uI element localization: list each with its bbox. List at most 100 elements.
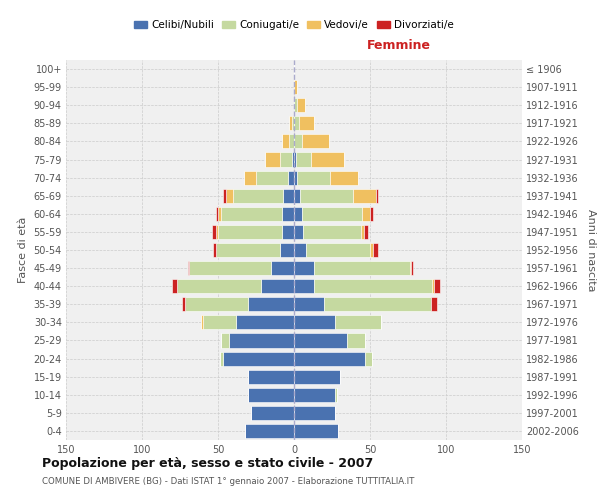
Bar (282, 134, 289, 148)
Bar (182, 297, 185, 312)
Bar (294, 297, 325, 312)
Bar (299, 116, 314, 130)
Bar (376, 188, 377, 203)
Bar (289, 116, 292, 130)
Bar (212, 225, 217, 239)
Bar (233, 188, 283, 203)
Bar (282, 225, 294, 239)
Bar (294, 207, 302, 221)
Bar (248, 388, 294, 402)
Bar (431, 297, 437, 312)
Bar (203, 316, 236, 330)
Bar (229, 334, 294, 347)
Bar (172, 279, 177, 293)
Bar (223, 188, 226, 203)
Bar (189, 261, 271, 275)
Bar (221, 207, 282, 221)
Bar (361, 225, 364, 239)
Bar (201, 316, 203, 330)
Bar (294, 134, 302, 148)
Bar (220, 352, 223, 366)
Bar (331, 170, 358, 184)
Bar (311, 152, 344, 166)
Text: COMUNE DI AMBIVERE (BG) - Dati ISTAT 1° gennaio 2007 - Elaborazione TUTTITALIA.I: COMUNE DI AMBIVERE (BG) - Dati ISTAT 1° … (42, 478, 415, 486)
Bar (218, 225, 282, 239)
Bar (217, 207, 218, 221)
Bar (373, 243, 377, 257)
Bar (296, 152, 311, 166)
Bar (280, 152, 292, 166)
Bar (226, 188, 233, 203)
Bar (188, 261, 189, 275)
Bar (364, 225, 368, 239)
Bar (248, 297, 294, 312)
Bar (271, 261, 294, 275)
Bar (244, 170, 256, 184)
Bar (434, 279, 440, 293)
Bar (314, 279, 433, 293)
Bar (223, 352, 294, 366)
Bar (260, 279, 294, 293)
Bar (294, 98, 297, 112)
Bar (294, 370, 340, 384)
Bar (218, 207, 221, 221)
Bar (265, 152, 280, 166)
Bar (302, 207, 362, 221)
Bar (214, 243, 217, 257)
Bar (297, 170, 331, 184)
Bar (347, 334, 365, 347)
Bar (248, 370, 294, 384)
Bar (294, 80, 297, 94)
Bar (297, 98, 305, 112)
Bar (177, 279, 260, 293)
Bar (294, 406, 335, 420)
Y-axis label: Fasce di età: Fasce di età (18, 217, 28, 283)
Legend: Celibi/Nubili, Coniugati/e, Vedovi/e, Divorziati/e: Celibi/Nubili, Coniugati/e, Vedovi/e, Di… (130, 16, 458, 34)
Bar (289, 134, 294, 148)
Bar (306, 243, 370, 257)
Bar (294, 279, 314, 293)
Bar (294, 261, 314, 275)
Bar (314, 261, 410, 275)
Bar (433, 279, 434, 293)
Bar (365, 352, 371, 366)
Bar (294, 424, 338, 438)
Bar (411, 261, 413, 275)
Bar (294, 225, 303, 239)
Bar (288, 170, 294, 184)
Bar (303, 225, 361, 239)
Bar (245, 424, 294, 438)
Bar (410, 261, 411, 275)
Bar (300, 188, 353, 203)
Bar (294, 152, 296, 166)
Text: Popolazione per età, sesso e stato civile - 2007: Popolazione per età, sesso e stato civil… (42, 458, 373, 470)
Bar (353, 188, 376, 203)
Bar (251, 406, 294, 420)
Bar (294, 243, 306, 257)
Bar (292, 152, 294, 166)
Bar (294, 188, 300, 203)
Bar (335, 316, 380, 330)
Bar (217, 243, 280, 257)
Bar (294, 116, 299, 130)
Bar (302, 134, 329, 148)
Bar (294, 316, 335, 330)
Y-axis label: Anni di nascita: Anni di nascita (586, 209, 596, 291)
Bar (335, 388, 337, 402)
Bar (294, 170, 297, 184)
Bar (362, 207, 370, 221)
Bar (294, 352, 365, 366)
Text: Femmine: Femmine (367, 40, 431, 52)
Bar (294, 388, 335, 402)
Bar (325, 297, 431, 312)
Bar (185, 297, 248, 312)
Bar (282, 207, 294, 221)
Bar (294, 334, 347, 347)
Bar (370, 207, 373, 221)
Bar (370, 243, 373, 257)
Bar (221, 334, 229, 347)
Bar (217, 225, 218, 239)
Bar (280, 243, 294, 257)
Bar (256, 170, 288, 184)
Bar (283, 188, 294, 203)
